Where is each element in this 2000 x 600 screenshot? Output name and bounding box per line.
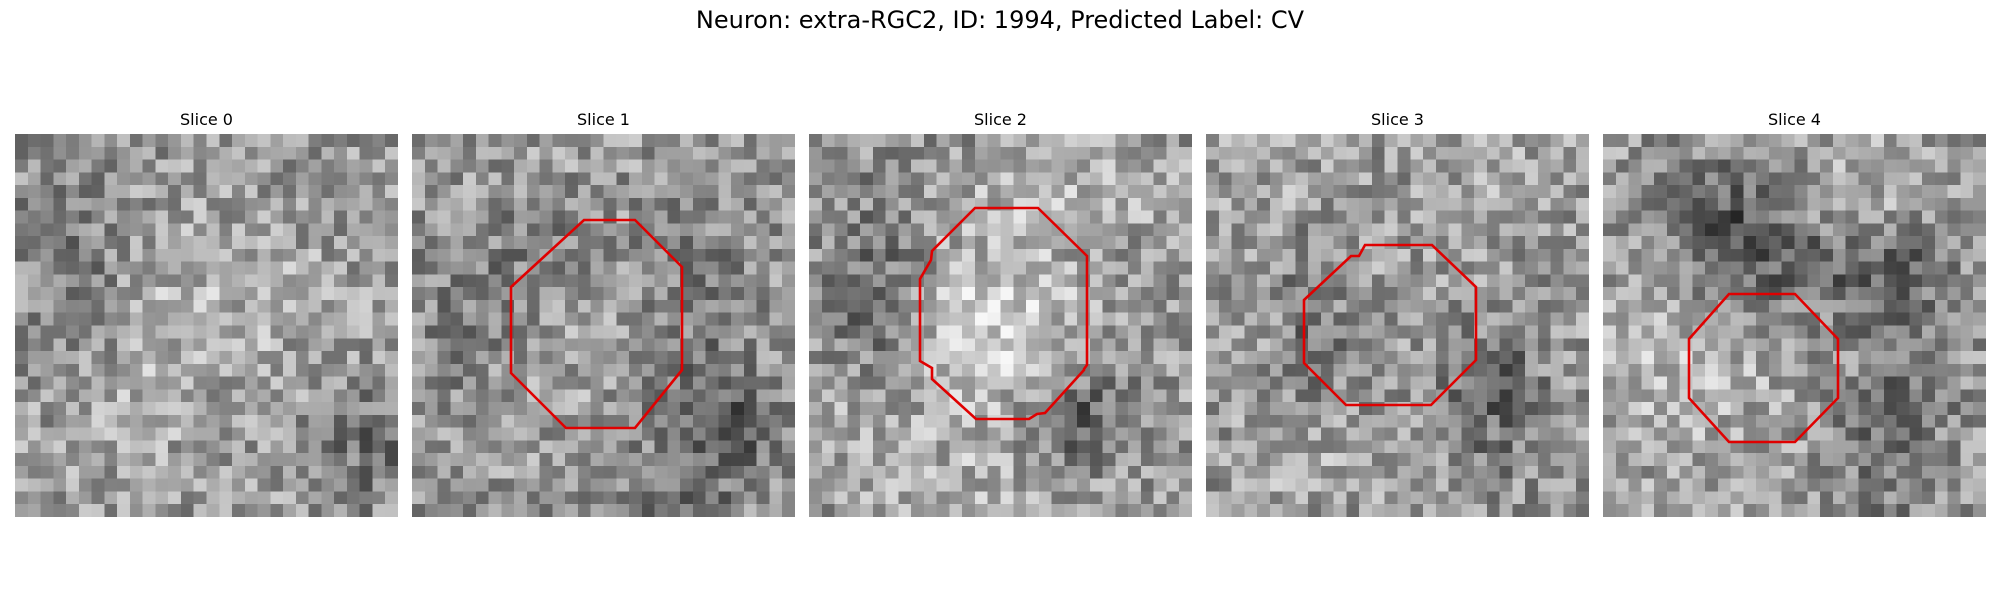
slice-4-title: Slice 4 — [1768, 110, 1821, 129]
slice-1-pixels — [412, 134, 795, 517]
slice-0-pixels — [15, 134, 398, 517]
slice-1-image — [412, 134, 795, 517]
slice-4-image — [1603, 134, 1986, 517]
slice-3-pixels — [1206, 134, 1589, 517]
slice-3-title: Slice 3 — [1371, 110, 1424, 129]
slice-0-title: Slice 0 — [180, 110, 233, 129]
slice-2-title: Slice 2 — [974, 110, 1027, 129]
slice-4-pixels — [1603, 134, 1986, 517]
slice-1-title: Slice 1 — [577, 110, 630, 129]
slice-4-outline — [1687, 292, 1840, 444]
slice-0-image — [15, 134, 398, 517]
slice-3-outline — [1302, 243, 1478, 407]
slice-2-outline — [918, 206, 1089, 421]
slice-2-image — [809, 134, 1192, 517]
slice-2-pixels — [809, 134, 1192, 517]
slice-1-outline — [509, 218, 684, 430]
slice-3-image — [1206, 134, 1589, 517]
figure-title: Neuron: extra-RGC2, ID: 1994, Predicted … — [695, 6, 1305, 34]
